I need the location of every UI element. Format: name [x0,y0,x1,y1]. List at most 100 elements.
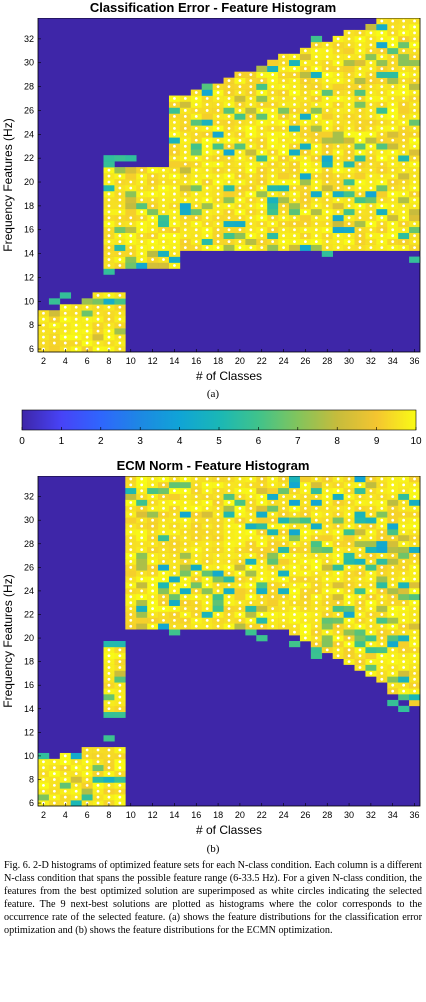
selected-feature-marker [369,246,373,250]
selected-feature-marker [151,495,155,499]
heatmap-cell [125,173,137,180]
selected-feature-marker [314,624,318,628]
selected-feature-marker [282,144,285,148]
selected-feature-marker [293,180,296,184]
selected-feature-marker [304,109,307,112]
y-tick-label: 30 [24,515,34,525]
heatmap-cell [376,546,388,553]
selected-feature-marker [205,103,209,106]
y-axis-label: Frequency Features (Hz) [1,574,15,707]
heatmap-cell [299,517,312,524]
selected-feature-marker [358,115,362,118]
selected-feature-marker [205,495,209,499]
selected-feature-marker [118,660,122,664]
selected-feature-marker [107,246,111,250]
selected-feature-marker [304,204,307,208]
selected-feature-marker [194,234,198,238]
selected-feature-marker [358,571,362,575]
selected-feature-marker [183,138,187,142]
heatmap-cell [125,256,137,263]
selected-feature-marker [282,79,285,83]
selected-feature-marker [52,789,56,793]
heatmap-cell [114,226,126,234]
colorbar-tick-label: 1 [59,436,65,447]
selected-feature-marker [216,483,220,487]
selected-feature-marker [118,766,122,770]
selected-feature-marker [402,19,406,23]
selected-feature-marker [227,120,231,124]
selected-feature-marker [336,210,340,214]
heatmap-cell [136,611,148,618]
chart-b-subcaption: (b) [206,843,220,855]
selected-feature-marker [260,162,264,166]
selected-feature-marker [151,240,155,244]
selected-feature-marker [63,329,67,333]
selected-feature-marker [314,180,318,184]
heatmap-cell [136,564,148,571]
selected-feature-marker [336,49,340,53]
selected-feature-marker [293,548,296,552]
selected-feature-marker [391,595,395,599]
selected-feature-marker [314,512,318,516]
selected-feature-marker [216,489,220,493]
heatmap-cell [409,546,421,553]
heatmap-cell [398,705,410,713]
heatmap-cell [201,238,213,245]
selected-feature-marker [260,613,264,616]
selected-feature-marker [358,240,362,244]
selected-feature-marker [314,103,318,106]
heatmap-cell [201,113,213,120]
heatmap-cell [365,664,377,671]
selected-feature-marker [162,571,165,575]
selected-feature-marker [238,536,242,540]
selected-feature-marker [118,335,122,339]
selected-feature-marker [162,483,165,487]
heatmap-cell [343,611,355,618]
selected-feature-marker [380,595,384,599]
selected-feature-marker [380,204,384,208]
selected-feature-marker [118,666,122,669]
y-tick-label: 26 [24,562,34,572]
selected-feature-marker [173,583,176,587]
x-tick-label: 20 [235,810,245,820]
selected-feature-marker [413,180,416,184]
selected-feature-marker [314,554,318,557]
selected-feature-marker [369,613,373,616]
heatmap-cell [136,552,148,559]
selected-feature-marker [151,571,155,575]
selected-feature-marker [282,542,285,546]
selected-feature-marker [282,132,285,136]
selected-feature-marker [347,31,351,35]
selected-feature-marker [52,766,56,770]
selected-feature-marker [293,560,296,563]
selected-feature-marker [380,554,384,557]
selected-feature-marker [151,607,155,610]
heatmap-cell [114,776,126,783]
selected-feature-marker [336,630,340,634]
selected-feature-marker [413,174,416,178]
selected-feature-marker [216,198,220,202]
selected-feature-marker [325,495,329,499]
selected-feature-marker [325,49,329,53]
selected-feature-marker [336,97,340,100]
selected-feature-marker [336,234,340,238]
selected-feature-marker [402,222,406,226]
selected-feature-marker [227,618,231,622]
heatmap-cell [376,208,388,216]
selected-feature-marker [227,180,231,184]
heatmap-cell [223,511,235,518]
selected-feature-marker [402,565,406,569]
selected-feature-marker [249,595,253,599]
selected-feature-marker [107,180,111,184]
selected-feature-marker [325,501,329,504]
selected-feature-marker [380,589,384,593]
heatmap-cell [256,113,268,120]
selected-feature-marker [304,565,307,569]
selected-feature-marker [380,677,384,681]
heatmap-cell [310,35,323,43]
selected-feature-marker [260,210,264,214]
heatmap-cell [223,220,235,228]
selected-feature-marker [325,630,329,634]
selected-feature-marker [391,624,395,628]
selected-feature-marker [391,571,395,575]
